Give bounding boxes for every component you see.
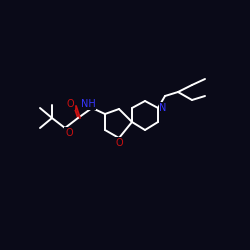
Text: O: O [115, 138, 123, 148]
Text: O: O [65, 128, 73, 138]
Text: NH: NH [80, 99, 96, 109]
Text: O: O [66, 99, 74, 109]
Text: N: N [159, 103, 167, 113]
